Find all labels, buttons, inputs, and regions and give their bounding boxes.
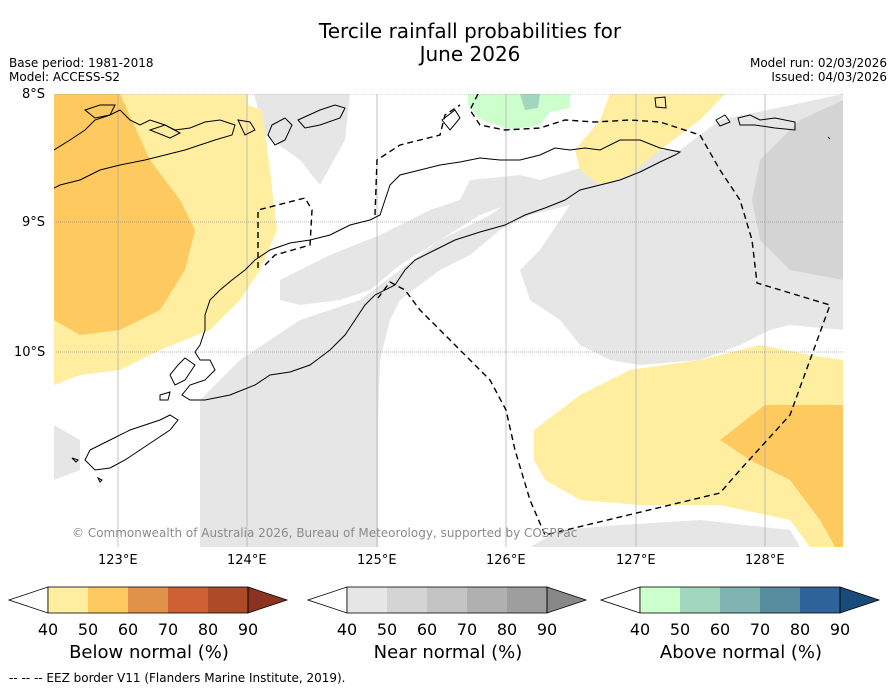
near-normal-region	[200, 94, 843, 547]
tick-label: 90	[536, 620, 558, 639]
swatch	[640, 587, 680, 613]
tick-label: 70	[749, 620, 771, 639]
eez-footnote: -- -- -- EEZ border V11 (Flanders Marine…	[9, 671, 346, 685]
below-normal-region	[534, 345, 843, 547]
colorbar-above-normal: 40 50 60 70 80 90 Above normal (%)	[599, 586, 882, 676]
tick-label: 40	[37, 620, 59, 639]
swatch	[507, 587, 547, 613]
tick-label: 60	[416, 620, 438, 639]
map-canvas	[54, 94, 843, 547]
coastline	[54, 96, 831, 483]
colorbar-title: Above normal (%)	[659, 642, 823, 663]
below-normal-core	[720, 405, 843, 547]
tick-label: 70	[157, 620, 179, 639]
swatch	[760, 587, 800, 613]
colorbar-title: Near normal (%)	[373, 642, 523, 663]
colorbar-below-swatches	[7, 586, 289, 614]
copyright-notice: © Commonwealth of Australia 2026, Bureau…	[72, 526, 578, 540]
lat-label: 9°S	[22, 215, 46, 230]
tick-label: 60	[709, 620, 731, 639]
tick-label: 50	[77, 620, 99, 639]
near-normal-region	[54, 425, 80, 480]
lon-label: 123°E	[98, 553, 138, 568]
colorbar-near-normal: 40 50 60 70 80 90 Near normal (%)	[306, 586, 589, 676]
tick-label: 50	[376, 620, 398, 639]
above-normal-core	[520, 94, 540, 110]
swatch	[128, 587, 168, 613]
metadata-left: Base period: 1981-2018 Model: ACCESS-S2	[9, 56, 154, 84]
metadata-right: Model run: 02/03/2026 Issued: 04/03/2026	[750, 56, 887, 84]
swatch	[48, 587, 88, 613]
base-period: Base period: 1981-2018	[9, 56, 154, 70]
lon-label: 125°E	[357, 553, 397, 568]
model-name: Model: ACCESS-S2	[9, 70, 121, 84]
tick-label: 60	[117, 620, 139, 639]
swatch	[720, 587, 760, 613]
tick-label: 40	[336, 620, 358, 639]
colorbar-near-swatches	[306, 586, 588, 614]
swatch	[387, 587, 427, 613]
near-normal-region	[530, 520, 800, 547]
swatch	[88, 587, 128, 613]
lon-label: 127°E	[616, 553, 656, 568]
lon-label: 124°E	[227, 553, 267, 568]
swatch	[168, 587, 208, 613]
model-run: Model run: 02/03/2026	[749, 56, 887, 70]
swatch	[208, 587, 248, 613]
above-normal-region	[468, 94, 570, 130]
near-normal-region	[280, 175, 540, 305]
lat-label: 8°S	[22, 87, 46, 102]
lat-label: 10°S	[14, 345, 46, 360]
tick-label: 50	[669, 620, 691, 639]
tick-label: 90	[829, 620, 851, 639]
lon-label: 128°E	[745, 553, 785, 568]
near-normal-region	[254, 94, 350, 185]
swatch	[427, 587, 467, 613]
tick-label: 70	[456, 620, 478, 639]
tick-label: 40	[629, 620, 651, 639]
near-normal-core	[752, 100, 843, 280]
eez-border	[257, 94, 831, 536]
below-normal-core	[54, 94, 195, 335]
swatch	[800, 587, 840, 613]
colorbar-below-normal: 40 50 60 70 80 90 Below normal (%)	[7, 586, 290, 676]
tick-label: 80	[197, 620, 219, 639]
swatch	[347, 587, 387, 613]
colorbar-title: Below normal (%)	[69, 642, 229, 663]
tick-label: 80	[789, 620, 811, 639]
colorbar-above-swatches	[599, 586, 881, 614]
swatch	[467, 587, 507, 613]
swatch	[680, 587, 720, 613]
below-normal-region	[575, 94, 725, 185]
tick-label: 80	[496, 620, 518, 639]
lon-label: 126°E	[486, 553, 526, 568]
gridlines	[54, 94, 843, 353]
page-title: Tercile rainfall probabilities for June …	[318, 19, 622, 66]
tick-label: 90	[237, 620, 259, 639]
issued-date: Issued: 04/03/2026	[771, 70, 887, 84]
